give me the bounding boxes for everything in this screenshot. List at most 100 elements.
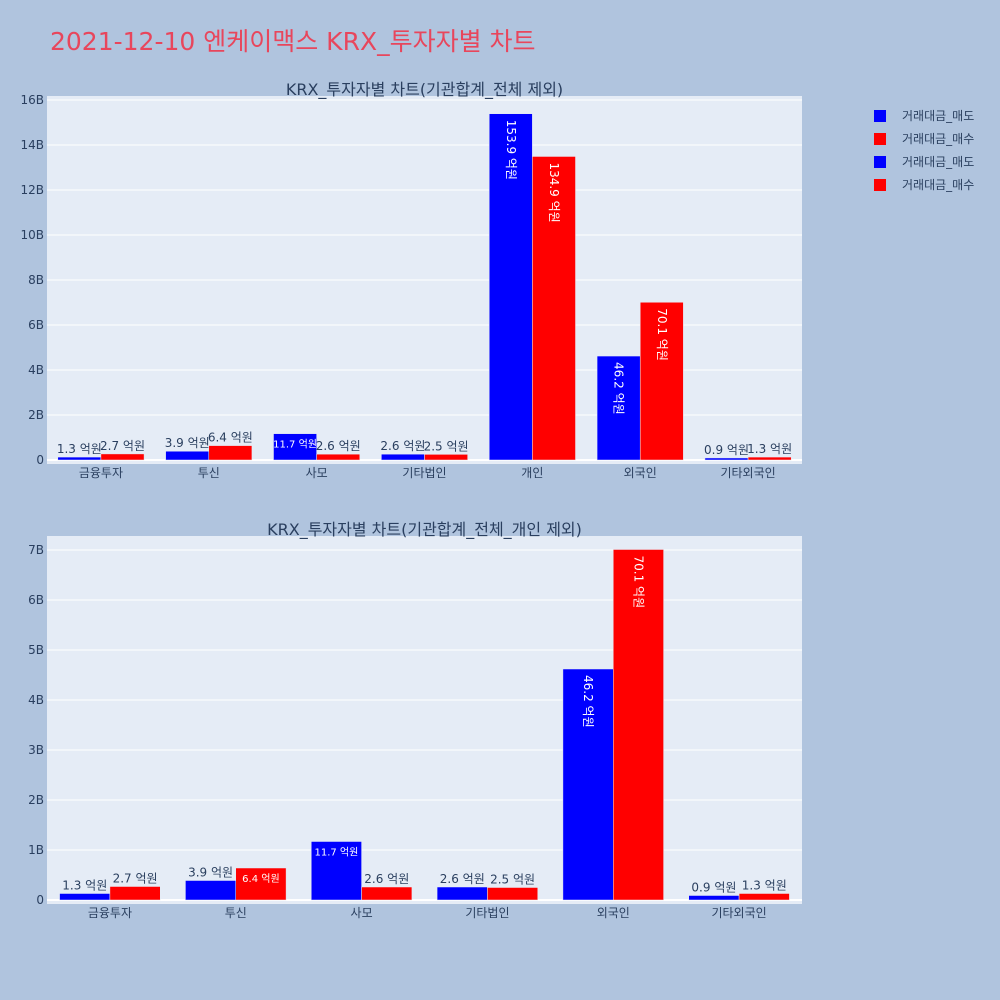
bar <box>639 302 684 461</box>
bar <box>57 456 102 461</box>
data-label: 3.9 억원 <box>165 436 210 450</box>
legend-item[interactable]: 거래대금_매수 <box>874 127 974 150</box>
y-tick-label: 8B <box>28 273 44 287</box>
bar <box>704 457 749 461</box>
data-label: 153.9 억원 <box>504 120 518 180</box>
y-tick-label: 12B <box>20 183 44 197</box>
x-tick-label: 투신 <box>198 466 220 480</box>
x-tick-label: 사모 <box>351 906 373 920</box>
y-tick-label: 3B <box>28 743 44 757</box>
data-label: 134.9 억원 <box>547 162 561 222</box>
bar <box>688 895 740 901</box>
data-label: 1.3 억원 <box>62 879 107 893</box>
bar <box>109 886 161 901</box>
bar <box>381 453 425 461</box>
data-label: 3.9 억원 <box>188 866 233 880</box>
legend-item[interactable]: 거래대금_매도 <box>874 150 974 173</box>
x-tick-label: 기타외국인 <box>720 466 775 480</box>
bar <box>424 454 468 461</box>
x-tick-label: 금융투자 <box>79 466 123 480</box>
chart-institutions-individual-excluded: 0 1B 2B 3B 4B 5B 6B 7B KRX_투자자별 차트(기관합계_전체_개인 제외… <box>28 520 802 920</box>
bar <box>532 156 576 461</box>
data-label: 46.2 억원 <box>612 362 626 415</box>
y-tick-label: 2B <box>28 408 44 422</box>
data-label: 1.3 억원 <box>742 879 787 893</box>
y-tick-label: 4B <box>28 363 44 377</box>
chart-title: KRX_투자자별 차트(기관합계_전체 제외) <box>286 80 563 100</box>
legend-swatch-sell <box>874 155 886 168</box>
x-tick-label: 외국인 <box>624 466 657 480</box>
bar <box>436 886 488 901</box>
y-tick-label: 16B <box>20 93 44 107</box>
y-tick-label: 0 <box>36 453 44 467</box>
x-tick-label: 기타법인 <box>465 906 509 920</box>
y-tick-label: 4B <box>28 693 44 707</box>
bar <box>562 668 614 901</box>
bar <box>208 445 253 461</box>
bar <box>487 887 538 901</box>
bar <box>316 453 361 461</box>
page-title: 2021-12-10 엔케이맥스 KRX_투자자별 차트 <box>50 27 536 56</box>
legend-swatch-buy <box>874 178 886 191</box>
data-label: 2.6 억원 <box>440 872 485 886</box>
legend-item[interactable]: 거래대금_매수 <box>874 173 974 196</box>
y-tick-label: 6B <box>28 318 44 332</box>
bar <box>165 450 210 461</box>
legend-label: 거래대금_매도 <box>902 109 975 123</box>
bar <box>613 549 664 901</box>
data-label: 2.5 억원 <box>490 873 535 887</box>
bar <box>59 893 111 901</box>
data-label: 11.7 억원 <box>314 847 358 859</box>
x-tick-label: 기타법인 <box>402 466 446 480</box>
legend-label: 거래대금_매수 <box>902 132 975 146</box>
y-tick-label: 1B <box>28 843 44 857</box>
data-label: 1.3 억원 <box>747 442 792 456</box>
data-label: 70.1 억원 <box>655 308 669 361</box>
chart-title: KRX_투자자별 차트(기관합계_전체_개인 제외) <box>267 520 582 540</box>
x-tick-label: 투신 <box>225 906 247 920</box>
data-label: 2.5 억원 <box>424 439 469 453</box>
data-label: 6.4 억원 <box>242 873 279 885</box>
data-label: 1.3 억원 <box>57 442 102 456</box>
x-tick-label: 금융투자 <box>88 906 132 920</box>
y-tick-label: 6B <box>28 593 44 607</box>
data-label: 11.7 억원 <box>273 439 317 451</box>
bar <box>185 880 237 901</box>
y-tick-label: 0 <box>36 893 44 907</box>
x-tick-label: 개인 <box>521 466 543 480</box>
data-label: 0.9 억원 <box>704 443 749 457</box>
bar <box>273 433 317 461</box>
data-label: 2.7 억원 <box>100 439 145 453</box>
bar <box>361 886 413 901</box>
legend-swatch-sell <box>874 109 886 122</box>
data-label: 70.1 억원 <box>631 556 645 609</box>
legend-swatch-buy <box>874 132 886 145</box>
bar <box>100 453 145 461</box>
legend[interactable]: 거래대금_매도 거래대금_매수 거래대금_매도 거래대금_매수 <box>874 104 974 196</box>
data-label: 2.6 억원 <box>316 439 361 453</box>
y-tick-label: 7B <box>28 543 44 557</box>
legend-label: 거래대금_매도 <box>902 155 975 169</box>
legend-item[interactable]: 거래대금_매도 <box>874 104 974 127</box>
data-label: 2.6 억원 <box>364 872 409 886</box>
y-tick-label: 10B <box>20 228 44 242</box>
bar <box>235 867 287 901</box>
y-tick-label: 14B <box>20 138 44 152</box>
data-label: 46.2 억원 <box>581 675 595 728</box>
x-tick-label: 사모 <box>306 466 328 480</box>
y-tick-label: 5B <box>28 643 44 657</box>
data-label: 2.6 억원 <box>380 439 425 453</box>
x-tick-label: 외국인 <box>597 906 630 920</box>
data-label: 6.4 억원 <box>208 431 253 445</box>
chart-institutions-excluded: 0 2B 4B 6B 8B 10B 12B 14B 16B KRX_투자자별 차트(기관합계_전체… <box>20 80 802 480</box>
bar <box>747 456 792 461</box>
y-tick-label: 2B <box>28 793 44 807</box>
bar <box>596 355 641 461</box>
bar <box>311 841 362 901</box>
bar <box>738 893 790 901</box>
legend-label: 거래대금_매수 <box>902 178 975 192</box>
plot-area <box>47 536 802 904</box>
x-tick-label: 기타외국인 <box>711 906 766 920</box>
data-label: 0.9 억원 <box>691 881 736 895</box>
data-label: 2.7 억원 <box>113 872 158 886</box>
